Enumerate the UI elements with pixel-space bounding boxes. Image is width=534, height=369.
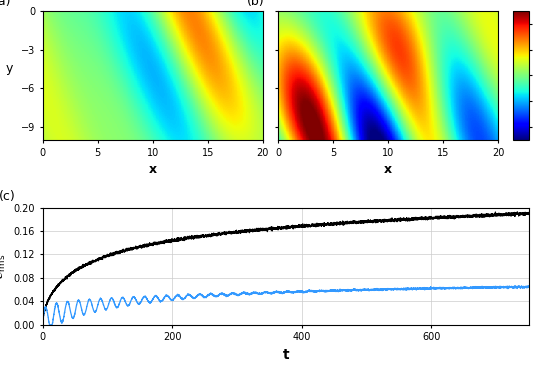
X-axis label: x: x [384, 163, 392, 176]
X-axis label: x: x [148, 163, 157, 176]
Text: (b): (b) [247, 0, 265, 8]
Text: (c): (c) [0, 190, 15, 203]
Y-axis label: y: y [6, 62, 13, 76]
Y-axis label: $\mathcal{E}_{\rm rms}$: $\mathcal{E}_{\rm rms}$ [0, 254, 8, 279]
X-axis label: t: t [282, 348, 289, 362]
Text: (a): (a) [0, 0, 12, 8]
